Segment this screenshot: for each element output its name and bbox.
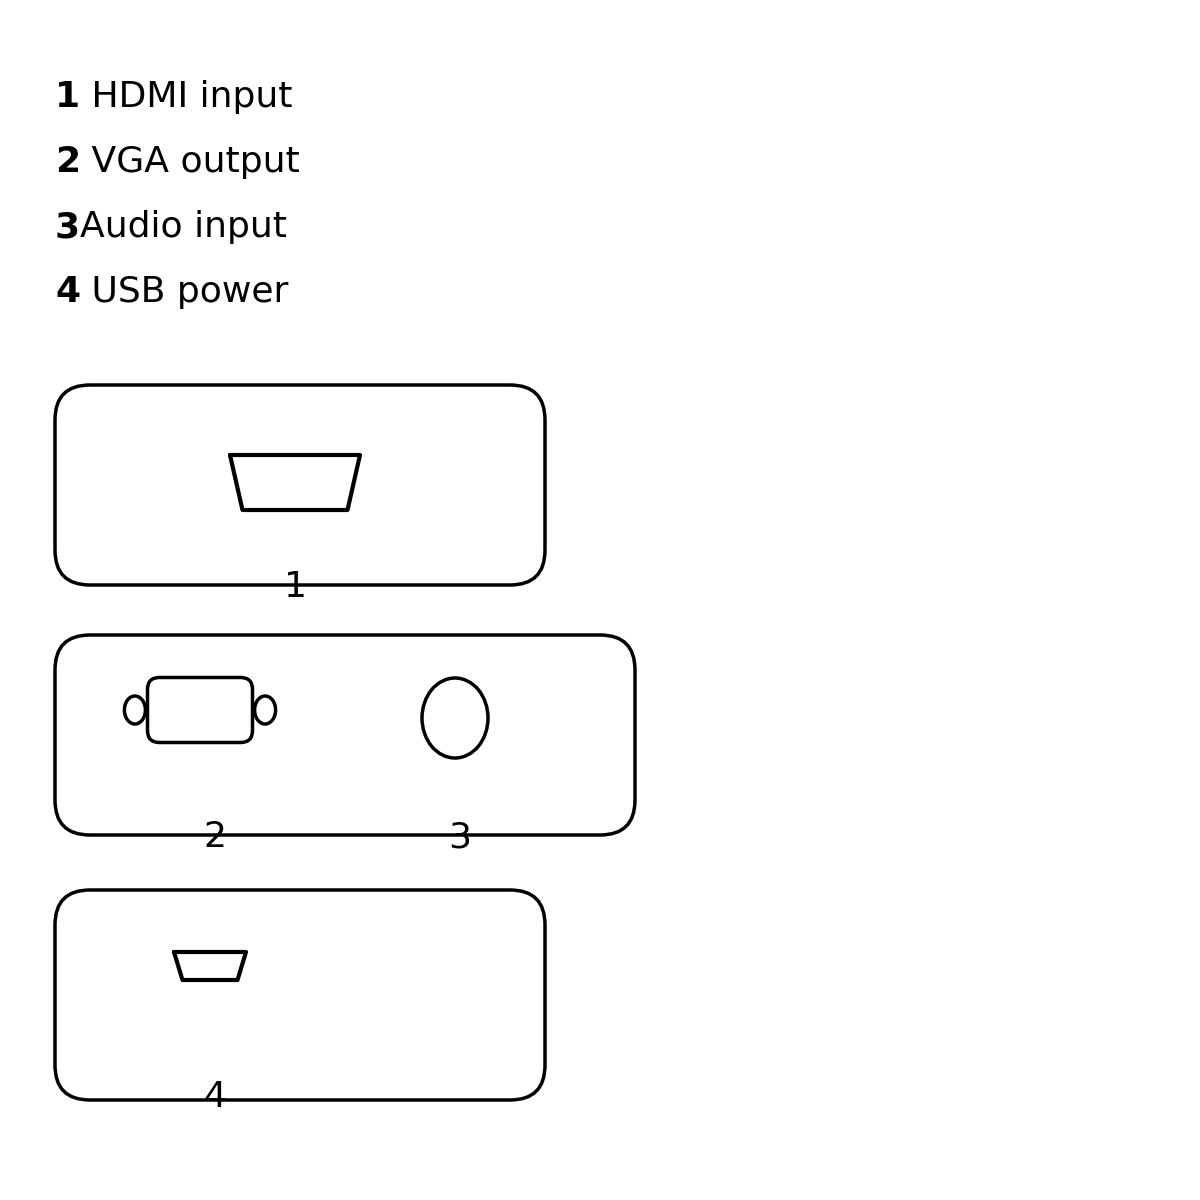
- Text: VGA output: VGA output: [80, 145, 300, 179]
- Text: 1: 1: [283, 570, 306, 604]
- Text: 2: 2: [204, 820, 227, 854]
- Text: 4: 4: [204, 1080, 227, 1114]
- FancyBboxPatch shape: [148, 678, 252, 743]
- Ellipse shape: [125, 696, 145, 724]
- Text: 4: 4: [55, 275, 80, 308]
- FancyBboxPatch shape: [55, 635, 635, 835]
- Text: 3: 3: [55, 210, 80, 244]
- Text: 1: 1: [55, 80, 80, 114]
- Text: Audio input: Audio input: [80, 210, 287, 244]
- Ellipse shape: [254, 696, 276, 724]
- Text: USB power: USB power: [80, 275, 288, 308]
- Text: 3: 3: [449, 820, 472, 854]
- FancyBboxPatch shape: [55, 890, 545, 1100]
- FancyBboxPatch shape: [55, 385, 545, 584]
- Ellipse shape: [422, 678, 488, 758]
- Text: HDMI input: HDMI input: [80, 80, 293, 114]
- Text: 2: 2: [55, 145, 80, 179]
